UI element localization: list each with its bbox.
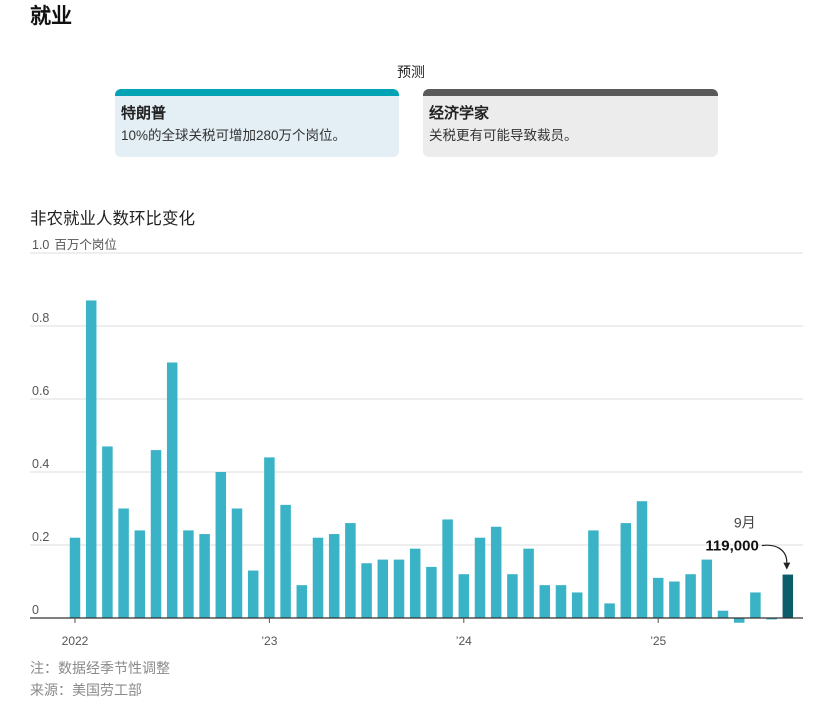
bar [134,530,146,618]
y-axis-labels: 0 0.2 0.4 0.6 0.8 1.0 百万个岗位 [32,237,117,617]
bar [588,530,599,618]
forecast-card-trump: 特朗普 10%的全球关税可增加280万个岗位。 [115,89,399,157]
bar [166,362,178,618]
gridlines [30,252,803,546]
annotation-month-label: 9月 [734,515,756,531]
bar [231,508,243,618]
bar [604,603,615,618]
payrolls-bar-chart: 0 0.2 0.4 0.6 0.8 1.0 百万个岗位 2022 ’23 ’24 ’25 9月 119,… [30,237,803,648]
bar [150,450,162,618]
bar [183,530,194,618]
bar [636,501,648,618]
bar-highlighted [782,574,794,618]
bar [458,574,470,618]
bar [328,534,340,618]
bar [442,519,453,618]
annotation-value-label: 119,000 [705,538,758,555]
bar [523,548,534,618]
bar [426,566,437,618]
bar [118,508,129,618]
y-tick-label: 0 [32,603,39,617]
bar [474,537,486,618]
bar [102,446,113,618]
bar [361,563,372,618]
x-axis: 2022 ’23 ’24 ’25 [30,617,803,648]
bar [669,581,680,618]
x-tick-label: ’25 [650,634,666,648]
bar [539,585,551,618]
bar [247,570,259,618]
bar [685,574,696,618]
bar [312,537,324,618]
bar [701,559,713,618]
bar [717,610,729,618]
y-tick-label: 0.4 [32,457,49,471]
bar [652,577,664,618]
bar [296,585,308,618]
bar [409,548,421,618]
y-tick-label: 0.2 [32,530,49,544]
bar [199,534,210,618]
y-tick-label: 0.6 [32,384,49,398]
y-tick-label: 1.0 百万个岗位 [32,237,117,252]
x-tick-label: 2022 [62,634,89,648]
annotation-arrow [761,544,788,563]
bar [69,537,81,618]
y-axis-unit-label: 百万个岗位 [54,237,117,252]
bar [620,523,632,618]
bar [766,618,777,620]
bar [733,618,745,623]
bar [345,523,356,618]
annotation: 9月 119,000 [705,515,791,570]
y-tick-label-value: 1.0 [32,238,49,252]
x-tick-label: ’24 [456,634,472,648]
x-tick-label: ’23 [261,634,277,648]
bar [555,585,567,618]
bar [571,592,583,618]
bar [507,574,518,618]
forecast-card-text: 关税更有可能导致裁员。 [429,128,578,143]
forecast-heading: 预测 [397,64,425,80]
forecast-card-text: 10%的全球关税可增加280万个岗位。 [121,128,347,143]
bar [393,559,405,618]
bar [490,526,502,618]
bar [377,559,389,618]
bar [264,457,275,618]
chart-title: 非农就业人数环比变化 [30,210,195,228]
bar [85,300,97,618]
page-title: 就业 [30,5,72,28]
bar [750,592,761,618]
bars [69,300,794,623]
forecast-card-title: 特朗普 [121,105,167,122]
bar [215,472,227,618]
bar [280,504,291,618]
annotation-arrowhead [783,562,791,570]
source-note: 来源：美国劳工部 [30,682,142,698]
footnote: 注：数据经季节性调整 [30,660,170,676]
forecast-card-title: 经济学家 [429,105,490,122]
y-tick-label: 0.8 [32,311,49,325]
forecast-card-economists: 经济学家 关税更有可能导致裁员。 [423,89,718,157]
